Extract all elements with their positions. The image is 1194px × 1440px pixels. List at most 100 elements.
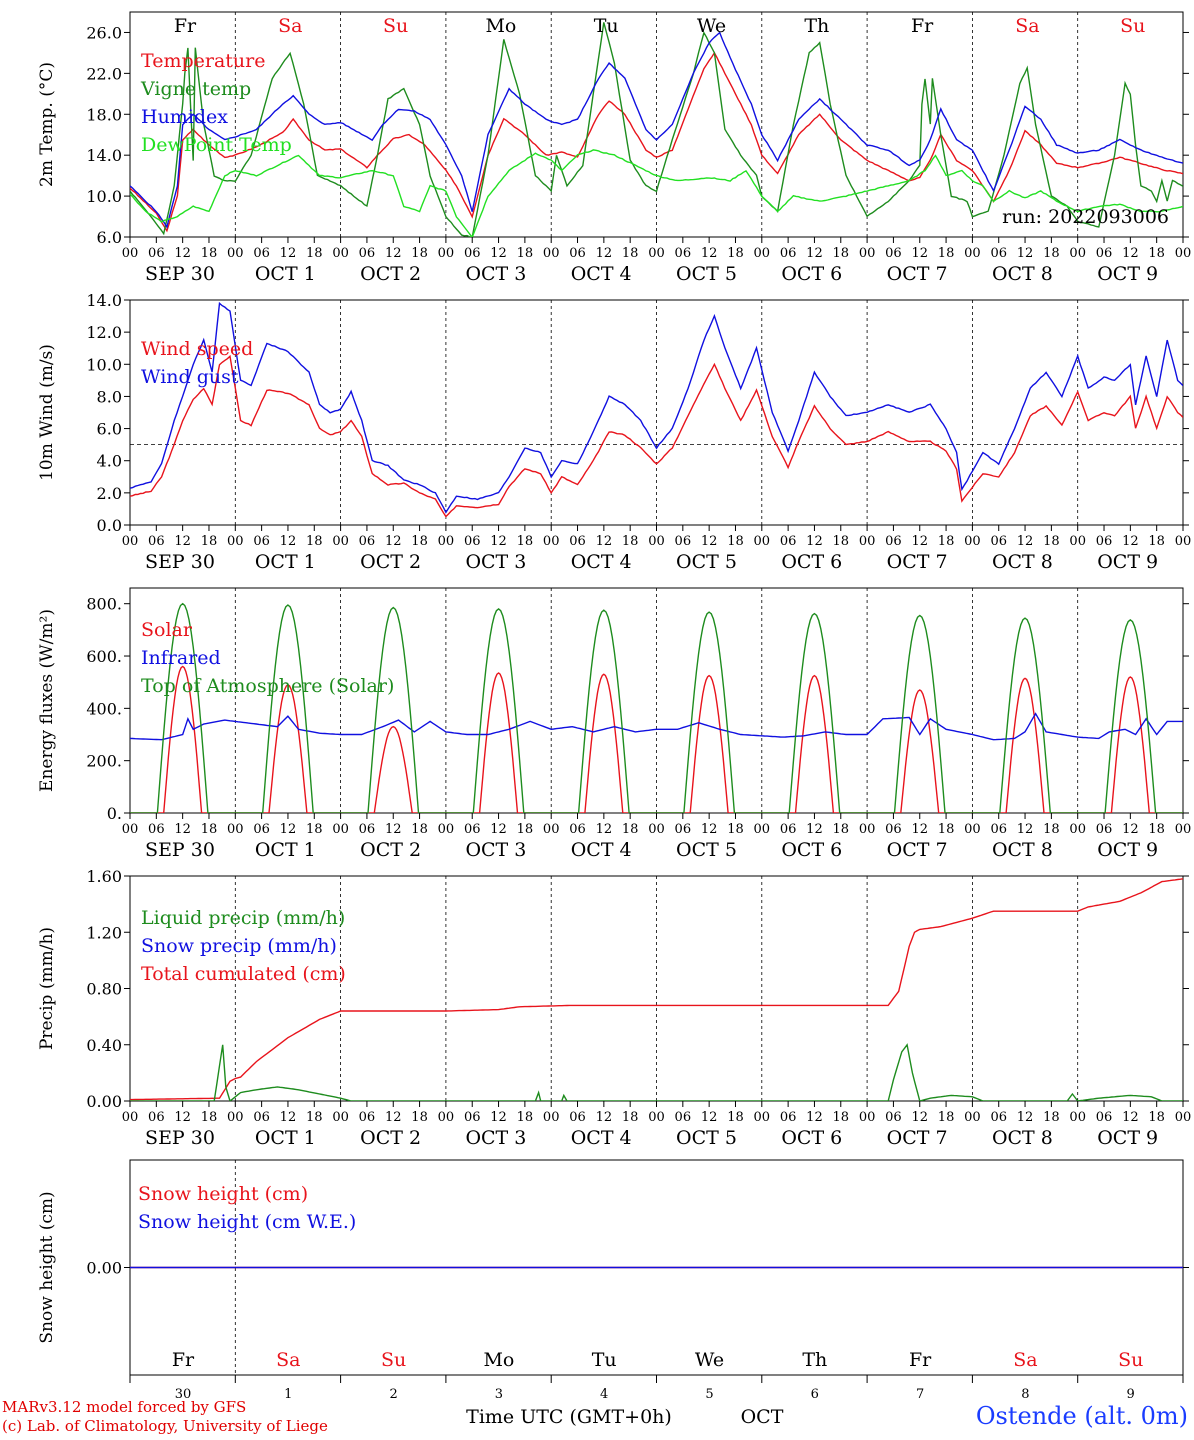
x-tick-label: 00 <box>1175 822 1192 837</box>
x-tick-label: 12 <box>701 822 718 837</box>
weekday-label: We <box>697 15 726 37</box>
x-tick-label: 18 <box>1148 822 1165 837</box>
weekday-label: Tu <box>592 1349 617 1371</box>
x-tick-label: 06 <box>464 246 481 261</box>
x-tick-label: 18 <box>1148 246 1165 261</box>
date-label: OCT 8 <box>992 1127 1053 1149</box>
x-tick-label: 06 <box>780 822 797 837</box>
date-label: OCT 3 <box>465 551 526 573</box>
x-tick-label: 12 <box>385 246 402 261</box>
x-tick-label: 12 <box>701 1110 718 1125</box>
series-temperature <box>130 51 1183 233</box>
x-tick-label: 06 <box>569 1110 586 1125</box>
x-tick-label: 06 <box>675 534 692 549</box>
x-tick-label: 12 <box>911 246 928 261</box>
y-tick-label: 1.60 <box>86 867 122 886</box>
weekday-label: Su <box>381 1349 406 1371</box>
weekday-label: Sa <box>276 1349 300 1371</box>
x-tick-label: 00 <box>754 534 771 549</box>
x-tick-label: 00 <box>1069 822 1086 837</box>
y-tick-label: 0.0 <box>97 516 122 535</box>
date-label: OCT 7 <box>887 839 948 861</box>
y-tick-label: 6.0 <box>97 228 122 247</box>
day-number: 7 <box>916 1387 924 1402</box>
x-tick-label: 12 <box>596 1110 613 1125</box>
x-tick-label: 18 <box>306 246 323 261</box>
x-tick-label: 00 <box>859 534 876 549</box>
x-tick-label: 12 <box>280 822 297 837</box>
x-tick-label: 00 <box>122 534 139 549</box>
model-credit: MARv3.12 model forced by GFS (c) Lab. of… <box>2 1398 328 1436</box>
x-tick-label: 00 <box>648 534 665 549</box>
x-tick-label: 18 <box>938 246 955 261</box>
x-tick-label: 06 <box>148 1110 165 1125</box>
x-tick-label: 06 <box>780 534 797 549</box>
date-label: OCT 6 <box>781 839 842 861</box>
series-dewpoint-temp <box>130 149 1183 237</box>
x-tick-label: 18 <box>306 1110 323 1125</box>
x-tick-label: 00 <box>332 534 349 549</box>
series-group <box>130 602 1183 813</box>
x-tick-label: 12 <box>1122 1110 1139 1125</box>
x-tick-label: 00 <box>754 246 771 261</box>
x-tick-label: 06 <box>569 822 586 837</box>
x-tick-label: 00 <box>543 822 560 837</box>
y-tick-label: 26.0 <box>86 23 122 42</box>
run-label: run: 2022093006 <box>1002 206 1169 228</box>
weekday-label: Fr <box>911 15 934 37</box>
x-tick-label: 00 <box>859 822 876 837</box>
x-tick-label: 00 <box>1175 534 1192 549</box>
y-axis-label: Precip (mm/h) <box>37 927 57 1050</box>
x-tick-label: 12 <box>1122 822 1139 837</box>
x-tick-label: 12 <box>596 822 613 837</box>
legend-entry: Top of Atmosphere (Solar) <box>141 675 394 697</box>
x-tick-label: 00 <box>332 822 349 837</box>
x-tick-label: 18 <box>411 1110 428 1125</box>
x-tick-label: 06 <box>148 534 165 549</box>
x-tick-label: 12 <box>806 1110 823 1125</box>
date-label: OCT 5 <box>676 551 737 573</box>
plot-frame <box>129 11 1184 238</box>
series-group <box>130 301 1183 518</box>
x-tick-label: 18 <box>833 246 850 261</box>
legend-entry: Temperature <box>141 50 265 72</box>
date-label: SEP 30 <box>145 551 215 573</box>
legend-entry: Snow height (cm W.E.) <box>138 1211 356 1233</box>
y-tick-label: 800. <box>86 595 122 614</box>
date-label: OCT 4 <box>571 1127 632 1149</box>
date-label: OCT 3 <box>465 839 526 861</box>
date-label: OCT 9 <box>1097 839 1158 861</box>
y-tick-label: 12.0 <box>86 323 122 342</box>
y-axis-label: 2m Temp. (°C) <box>37 62 57 187</box>
x-tick-label: 12 <box>1017 822 1034 837</box>
x-tick-label: 18 <box>1148 1110 1165 1125</box>
x-tick-label: 06 <box>990 1110 1007 1125</box>
x-tick-label: 00 <box>859 246 876 261</box>
model-text: MARv3.12 model forced by GFS <box>2 1398 247 1416</box>
x-tick-label: 06 <box>253 246 270 261</box>
station-title: Ostende (alt. 0m) <box>975 1402 1188 1430</box>
date-label: OCT 8 <box>992 551 1053 573</box>
date-label: OCT 8 <box>992 263 1053 285</box>
x-tick-label: 06 <box>359 246 376 261</box>
series-liquid-precip-mm-h- <box>130 1043 1183 1101</box>
x-tick-label: 06 <box>359 1110 376 1125</box>
x-tick-label: 06 <box>359 534 376 549</box>
x-tick-label: 18 <box>411 822 428 837</box>
plot-frame <box>129 587 1184 814</box>
x-tick-label: 12 <box>174 246 191 261</box>
x-tick-label: 00 <box>122 1110 139 1125</box>
legend-entry: Liquid precip (mm/h) <box>141 907 345 929</box>
date-label: OCT 1 <box>255 551 316 573</box>
weekday-label: Fr <box>909 1349 932 1371</box>
x-tick-label: 06 <box>359 822 376 837</box>
y-tick-label: 6.0 <box>97 420 122 439</box>
date-label: OCT 7 <box>887 263 948 285</box>
x-tick-label: 12 <box>806 246 823 261</box>
date-label: OCT 9 <box>1097 551 1158 573</box>
day-number: 6 <box>811 1387 819 1402</box>
legend-entry: Solar <box>141 619 193 641</box>
x-tick-label: 18 <box>1043 246 1060 261</box>
x-tick-label: 18 <box>411 534 428 549</box>
